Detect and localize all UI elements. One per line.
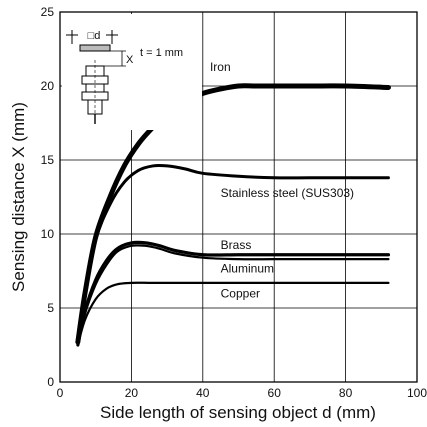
y-tick-label: 20	[41, 79, 55, 93]
series-line-brass	[76, 240, 391, 347]
tick-labels: 0 20 40 60 80 100 0 5 10 15 20 25	[41, 5, 427, 400]
y-axis-label: Sensing distance X (mm)	[9, 102, 28, 292]
x-dimension-label: X	[126, 54, 134, 66]
d-dimension-label: □d	[88, 30, 101, 42]
series-label-copper: Copper	[221, 287, 260, 301]
x-tick-label: 60	[268, 386, 282, 400]
series-label-brass: Brass	[221, 238, 252, 252]
thickness-label: t = 1 mm	[140, 47, 183, 59]
y-tick-label: 15	[41, 153, 55, 167]
series-line-copper	[76, 281, 390, 347]
y-tick-label: 5	[47, 301, 54, 315]
x-tick-label: 0	[57, 386, 64, 400]
x-axis-label: Side length of sensing object d (mm)	[100, 403, 376, 422]
inset-background	[62, 14, 202, 130]
series-labels: Iron Stainless steel (SUS303) Brass Aluminu…	[210, 60, 354, 300]
series-label-iron: Iron	[210, 60, 231, 74]
y-tick-label: 0	[47, 375, 54, 389]
series-label-stainless-steel-sus303: Stainless steel (SUS303)	[221, 186, 354, 200]
x-tick-label: 80	[339, 386, 353, 400]
series-line-stainless-steel-sus303	[76, 163, 390, 346]
y-tick-label: 10	[41, 227, 55, 241]
x-tick-label: 20	[125, 386, 139, 400]
target-plate	[79, 44, 111, 52]
series-label-aluminum: Aluminum	[221, 261, 274, 275]
series-line-aluminum	[76, 244, 390, 347]
x-tick-label: 100	[407, 386, 427, 400]
y-tick-label: 25	[41, 5, 55, 19]
sensor-inset-diagram: □d X t = 1 mm	[62, 14, 202, 130]
x-tick-label: 40	[196, 386, 210, 400]
